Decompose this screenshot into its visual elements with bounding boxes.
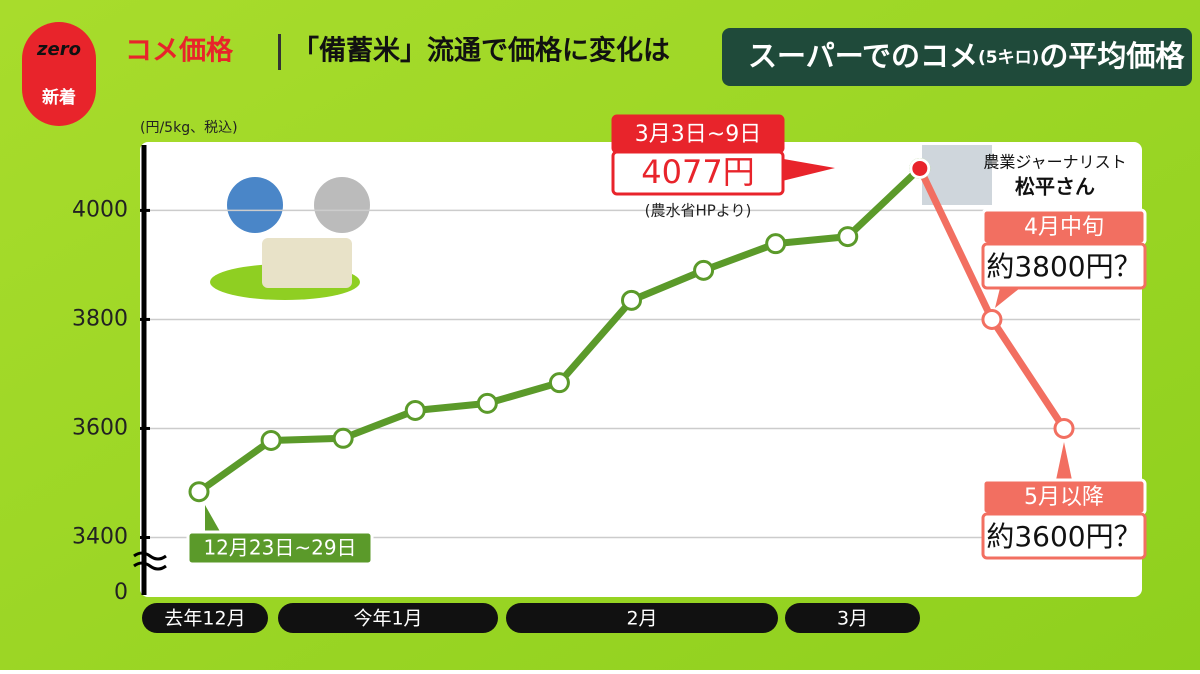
annotation: 4月中旬 <box>1024 215 1104 240</box>
y-tick-label: 4000 <box>72 197 128 222</box>
data-point <box>548 372 570 394</box>
callout-box <box>611 150 785 196</box>
plot-area <box>140 142 1142 597</box>
month-band <box>278 603 498 633</box>
month-label: 今年1月 <box>353 608 422 630</box>
data-point <box>765 233 787 255</box>
axis-break-label: 0 <box>114 580 128 605</box>
data-point <box>476 392 498 414</box>
commentator-role: 農業ジャーナリスト <box>983 153 1126 172</box>
illustration-rice-bags <box>262 238 352 288</box>
callout-pointer <box>1056 442 1072 480</box>
annotation: 3月3日~9日 <box>635 122 761 147</box>
value-label: 4077円 <box>641 153 754 191</box>
data-point <box>909 157 931 179</box>
illustration-farmer <box>314 177 370 233</box>
callout-pointer <box>995 288 1020 308</box>
callout-box <box>981 242 1147 290</box>
headline: 「備蓄米」流通で価格に変化は <box>292 35 670 67</box>
month-band <box>785 603 920 633</box>
data-point <box>332 427 354 449</box>
data-point <box>837 226 859 248</box>
data-point <box>621 289 642 311</box>
axis-break <box>133 551 167 571</box>
title-box <box>722 28 1192 86</box>
month-label: 2月 <box>626 608 657 630</box>
logo-badge <box>22 22 96 126</box>
month-label: 3月 <box>837 608 868 630</box>
month-label: 去年12月 <box>164 608 245 630</box>
value-label: 約3600円？ <box>986 520 1141 553</box>
callout-pointer <box>205 505 222 535</box>
y-unit: (円/5kg、税込) <box>140 120 238 136</box>
y-tick-label: 3800 <box>72 306 128 331</box>
divider <box>278 34 281 70</box>
callout-pointer <box>778 158 835 182</box>
data-point <box>260 429 282 451</box>
topic: コメ価格 <box>125 36 234 67</box>
data-point <box>981 308 1003 330</box>
callout-box <box>186 530 374 566</box>
data-point <box>1053 417 1075 439</box>
data-point <box>693 259 715 281</box>
commentator-name: 松平さん <box>1015 175 1095 199</box>
data-point <box>404 399 426 421</box>
month-band <box>142 603 268 633</box>
y-tick-label: 3600 <box>72 415 128 440</box>
month-band <box>506 603 778 633</box>
callout-box <box>981 512 1147 560</box>
logo: zero <box>36 39 81 60</box>
annotation: 12月23日~29日 <box>203 536 356 560</box>
annotation: 5月以降 <box>1024 485 1104 510</box>
y-tick-label: 3400 <box>72 524 128 549</box>
annotation: (農水省HPより) <box>645 202 752 220</box>
data-point <box>188 481 210 503</box>
chart-title: スーパーでのコメ(5キロ)の平均価格 <box>748 39 1185 73</box>
badge: 新着 <box>42 87 76 108</box>
value-label: 約3800円？ <box>986 250 1141 283</box>
illustration-farmer <box>227 177 283 233</box>
